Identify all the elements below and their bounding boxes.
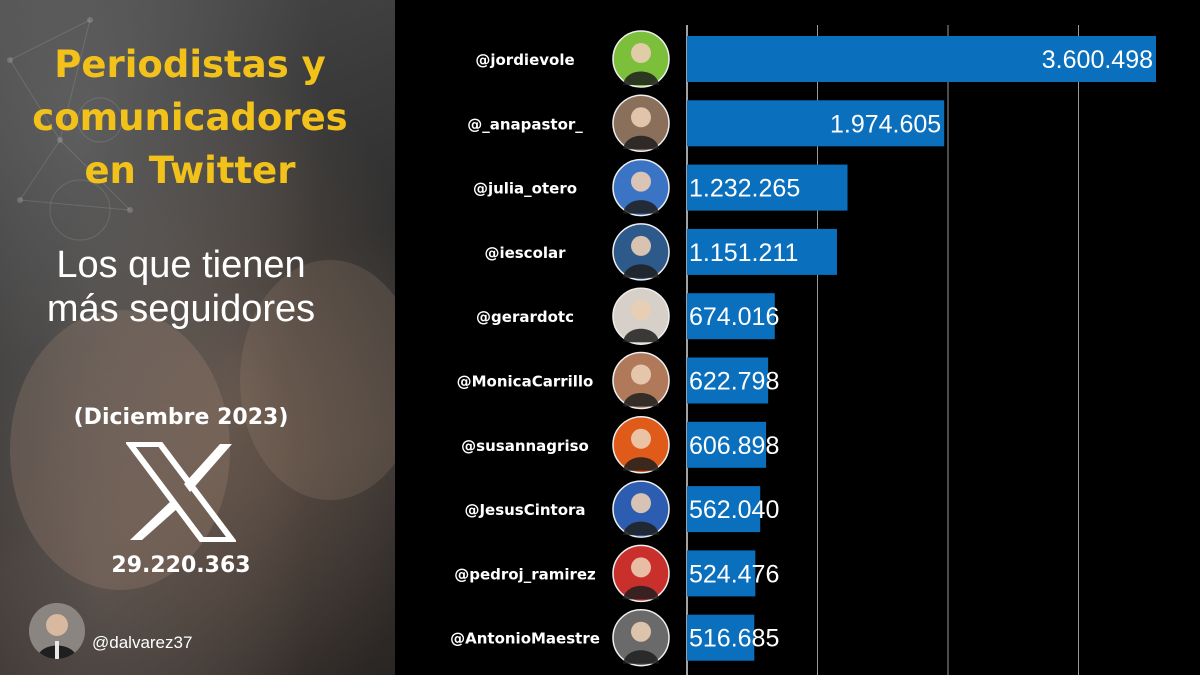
bar xyxy=(687,36,1156,82)
bar xyxy=(687,100,945,147)
bar-row: @JesusCintora 562.040 xyxy=(464,480,779,538)
bar-row: @jordievole 3.600.498 xyxy=(475,30,1156,88)
bar-row: @pedroj_ramirez 524.476 xyxy=(454,544,779,603)
followers-bar-chart: @jordievole 3.600.498 @_anapastor_ 1.974.60… xyxy=(450,25,1156,675)
profile-avatar xyxy=(612,480,670,538)
value-label: 516.685 xyxy=(689,625,779,653)
bar xyxy=(687,421,767,468)
bar-row: @gerardotc 674.016 xyxy=(476,287,779,345)
total-followers: 29.220.363 xyxy=(111,553,251,578)
profile-avatar xyxy=(612,287,670,345)
category-label: @AntonioMaestre xyxy=(450,630,600,648)
author-avatar xyxy=(29,603,85,659)
category-label: @MonicaCarrillo xyxy=(457,373,594,391)
category-label: @jordievole xyxy=(475,51,574,69)
value-label: 1.151.211 xyxy=(689,239,798,267)
value-label: 562.040 xyxy=(689,496,779,524)
x-logo-icon xyxy=(126,442,236,542)
value-label: 674.016 xyxy=(689,303,779,331)
value-label: 1.974.605 xyxy=(830,110,941,138)
bar xyxy=(687,550,756,597)
bar-row: @_anapastor_ 1.974.605 xyxy=(467,94,945,153)
bar xyxy=(687,293,775,340)
bar xyxy=(687,164,848,211)
category-label: @JesusCintora xyxy=(464,501,585,519)
profile-avatar xyxy=(612,223,670,281)
bar-row: @julia_otero 1.232.265 xyxy=(473,158,848,217)
value-label: 3.600.498 xyxy=(1042,46,1153,74)
title-line-3: en Twitter xyxy=(84,149,296,192)
subtitle: Los que tienen más seguidores xyxy=(0,243,362,331)
chart-rows: @jordievole 3.600.498 @_anapastor_ 1.974.60… xyxy=(450,30,1156,667)
category-label: @pedroj_ramirez xyxy=(454,565,596,583)
bar xyxy=(687,357,769,404)
date-label: (Diciembre 2023) xyxy=(73,405,289,430)
bar xyxy=(687,228,837,275)
bar-row: @AntonioMaestre 516.685 xyxy=(450,608,779,667)
profile-avatar xyxy=(612,158,670,217)
subtitle-line-1: Los que tienen xyxy=(56,244,306,286)
title-line-1: Periodistas y xyxy=(54,43,326,86)
value-label: 606.898 xyxy=(689,432,779,460)
profile-avatar xyxy=(612,94,670,153)
category-label: @julia_otero xyxy=(473,180,577,198)
category-label: @susannagriso xyxy=(461,437,589,455)
bar-row: @iescolar 1.151.211 xyxy=(484,223,837,281)
author-handle[interactable]: @dalvarez37 xyxy=(92,633,193,652)
profile-avatar xyxy=(612,544,670,603)
profile-avatar xyxy=(612,30,670,88)
value-label: 524.476 xyxy=(689,560,779,588)
profile-avatar xyxy=(612,351,670,410)
bar-row: @MonicaCarrillo 622.798 xyxy=(457,351,779,410)
bar-row: @susannagriso 606.898 xyxy=(461,416,779,474)
subtitle-line-2: más seguidores xyxy=(46,288,316,330)
bar xyxy=(687,486,761,533)
category-label: @gerardotc xyxy=(476,308,574,326)
profile-avatar xyxy=(612,608,670,667)
info-panel: Periodistas y comunicadores en Twitter L… xyxy=(0,0,395,675)
value-label: 1.232.265 xyxy=(689,175,800,203)
title-line-2: comunicadores xyxy=(32,96,348,139)
category-label: @_anapastor_ xyxy=(467,115,583,133)
profile-avatar xyxy=(612,416,670,474)
category-label: @iescolar xyxy=(484,244,566,262)
bar xyxy=(687,614,755,661)
value-label: 622.798 xyxy=(689,368,779,396)
page-title: Periodistas y comunicadores en Twitter xyxy=(0,38,380,197)
background-network-graphic xyxy=(7,17,395,590)
